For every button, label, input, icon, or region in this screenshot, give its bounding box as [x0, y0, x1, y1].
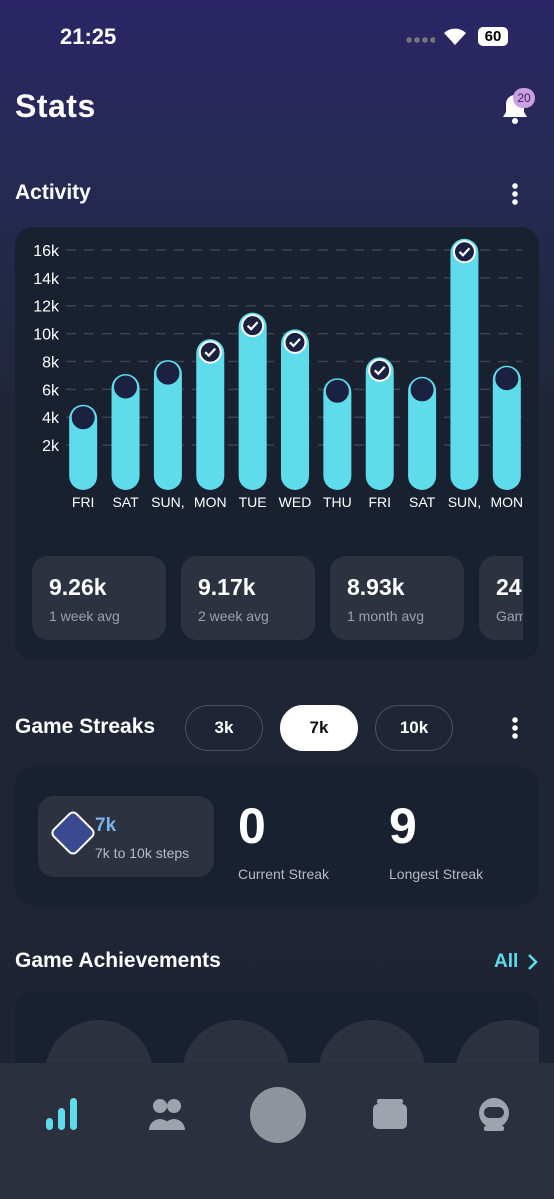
longest-streak: 9	[389, 798, 417, 854]
section-title: Game Streaks	[15, 715, 156, 738]
nav-profile[interactable]	[476, 1096, 512, 1132]
page-title: Stats	[15, 88, 96, 124]
x-tick-label: FRI	[72, 494, 95, 510]
x-tick-label: MON	[490, 494, 523, 510]
x-tick-label: WED	[279, 494, 312, 510]
bar	[153, 360, 182, 490]
goal-check	[452, 240, 476, 264]
section-title: Activity	[15, 181, 91, 204]
bar	[365, 357, 394, 490]
current-streak-label: Current Streak	[238, 866, 330, 882]
y-tick-label: 6k	[42, 382, 60, 399]
x-tick-label: FRI	[368, 494, 391, 510]
more-menu[interactable]	[512, 716, 518, 740]
streak-option[interactable]: 3k	[185, 705, 263, 751]
y-tick-label: 2k	[42, 438, 60, 455]
battery: 60	[478, 27, 508, 46]
section-title: Game Achievements	[15, 949, 221, 972]
x-tick-label: SUN,	[448, 494, 481, 510]
stat-label: 2 week avg	[198, 608, 269, 624]
x-tick-label: SAT	[112, 494, 139, 510]
y-tick-label: 4k	[42, 410, 60, 427]
nav-friends[interactable]	[147, 1096, 187, 1132]
stat-card: 9.17k 2 week avg	[181, 556, 315, 640]
bar	[238, 312, 267, 490]
bar	[281, 329, 309, 490]
goal-dot	[156, 361, 180, 385]
see-all-link[interactable]: All	[494, 951, 519, 972]
stat-value: 9.17k	[198, 574, 256, 600]
x-tick-label: TUE	[239, 494, 267, 510]
stat-value: 9.26k	[49, 574, 107, 600]
stat-label: 1 week avg	[49, 608, 120, 624]
check-mark	[458, 247, 471, 257]
y-tick-label: 8k	[42, 354, 60, 371]
stat-value: 8.93k	[347, 574, 405, 600]
stat-card: 8.93k 1 month avg	[330, 556, 464, 640]
nav-wallet[interactable]	[372, 1098, 408, 1130]
badge-subtitle: 7k to 10k steps	[95, 845, 190, 861]
bar	[450, 238, 479, 490]
streak-option[interactable]: 10k	[375, 705, 453, 751]
check-mark	[373, 366, 386, 376]
status-time: 21:25	[60, 24, 117, 49]
x-tick-label: SUN,	[151, 494, 184, 510]
wifi-icon	[444, 28, 466, 45]
bar	[111, 374, 140, 490]
stat-card: 24 Gam	[479, 556, 523, 640]
y-tick-label: 16k	[33, 243, 60, 260]
goal-dot	[410, 378, 434, 402]
goal-dot	[114, 375, 138, 399]
goal-check	[368, 358, 392, 382]
goal-dot	[71, 406, 95, 430]
check-mark	[246, 321, 259, 331]
y-tick-label: 12k	[33, 299, 60, 316]
check-mark	[289, 338, 301, 348]
stat-label: 1 month avg	[347, 608, 425, 624]
current-streak: 0	[238, 798, 266, 854]
goal-check	[198, 340, 222, 364]
y-tick-label: 10k	[33, 327, 60, 344]
bar	[323, 378, 352, 490]
notification-badge: 20	[513, 88, 535, 108]
stat-value: 24	[496, 574, 522, 600]
signal	[405, 37, 435, 43]
check-mark	[204, 347, 217, 358]
x-tick-label: SAT	[409, 494, 436, 510]
chart: 2k 4k 6k 8k 10k 12k 14k 16k FRI SAT SUN, MON TUE WED T…	[33, 238, 523, 510]
stats-row: 9.26k 1 week avg 9.17k 2 week avg 8.93k 1 m…	[15, 556, 523, 640]
bar	[408, 376, 437, 490]
more-menu[interactable]	[512, 182, 518, 206]
bottom-nav	[0, 1063, 554, 1199]
y-tick-label: 14k	[33, 271, 60, 288]
streak-option-selected[interactable]: 7k	[280, 705, 358, 751]
nav-stats[interactable]	[44, 1096, 80, 1132]
chevron[interactable]	[526, 953, 538, 971]
nav-home[interactable]	[250, 1087, 306, 1143]
badge-title: 7k	[95, 815, 117, 836]
longest-streak-label: Longest Streak	[389, 866, 484, 882]
stat-card: 9.26k 1 week avg	[32, 556, 166, 640]
goal-dot	[325, 379, 349, 403]
goal-check	[241, 314, 265, 338]
goal-check	[283, 330, 307, 354]
x-tick-label: MON	[194, 494, 227, 510]
stat-label: Gam	[496, 608, 523, 624]
goal-dot	[495, 367, 519, 391]
bar	[492, 365, 521, 490]
bar	[196, 339, 225, 490]
x-tick-label: THU	[323, 494, 352, 510]
